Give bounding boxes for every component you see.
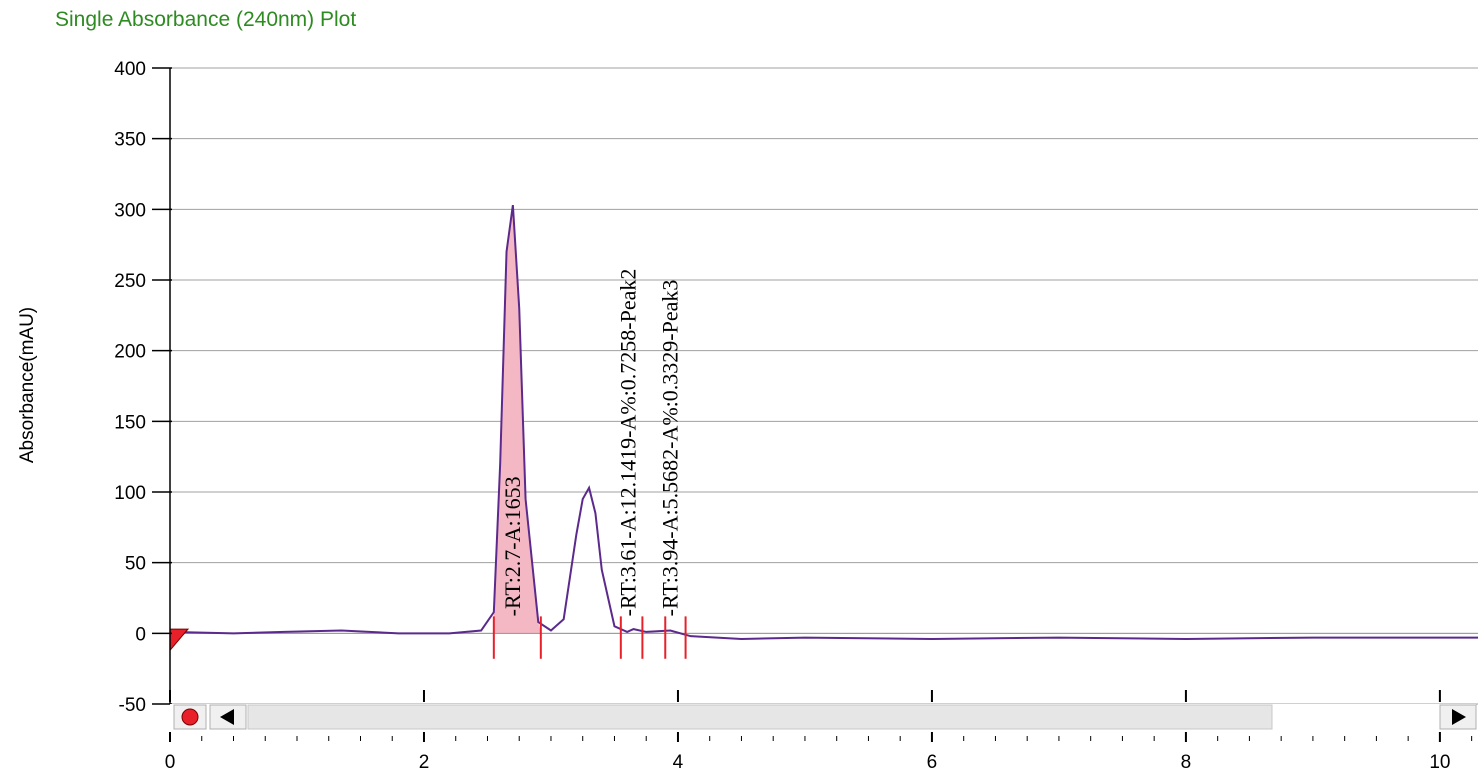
y-tick-label: -50 <box>119 695 146 716</box>
x-tick-label: 4 <box>673 752 684 773</box>
y-tick-label: 0 <box>135 624 146 645</box>
left-arrow-icon <box>220 709 234 725</box>
y-tick-label: 400 <box>114 59 146 80</box>
y-tick-label: 100 <box>114 483 146 504</box>
y-axis-title: Absorbance(mAU) <box>17 307 38 463</box>
y-tick-label: 150 <box>114 412 146 433</box>
x-tick-label: 0 <box>165 752 176 773</box>
signal-line <box>169 204 1478 640</box>
scrollbar-thumb[interactable] <box>247 704 1273 730</box>
start-marker-icon <box>169 628 190 652</box>
record-button[interactable] <box>173 704 207 730</box>
y-tick-label: 250 <box>114 271 146 292</box>
x-tick-label: 8 <box>1181 752 1192 773</box>
y-tick-label: 350 <box>114 130 146 151</box>
peak-label: -RT:3.94-A:5.5682-A%:0.3329-Peak3 <box>657 280 682 617</box>
x-tick-label: 2 <box>419 752 430 773</box>
grid-lines <box>170 67 1478 705</box>
right-arrow-icon <box>1452 709 1466 725</box>
chart-title: Single Absorbance (240nm) Plot <box>55 8 357 31</box>
peak-label: -RT:3.61-A:12.1419-A%:0.7258-Peak2 <box>615 269 640 617</box>
data-layer: -RT:2.7-A:1653 -RT:3.61-A:12.1419-A%:0.72… <box>169 204 1478 659</box>
scroll-right-button[interactable] <box>1439 704 1477 730</box>
scroll-left-button[interactable] <box>209 704 247 730</box>
scrollbar[interactable] <box>170 704 1476 730</box>
x-tick-label: 6 <box>927 752 938 773</box>
y-tick-label: 300 <box>114 200 146 221</box>
x-tick-label: 10 <box>1429 752 1450 773</box>
y-tick-label: 200 <box>114 342 146 363</box>
peak-label: -RT:2.7-A:1653 <box>500 476 525 616</box>
axes: -50 0 50 100 150 200 250 300 350 400 0 2 4 6 8 10 <box>114 59 1473 773</box>
record-dot-icon <box>181 708 199 726</box>
y-tick-label: 50 <box>125 554 146 575</box>
